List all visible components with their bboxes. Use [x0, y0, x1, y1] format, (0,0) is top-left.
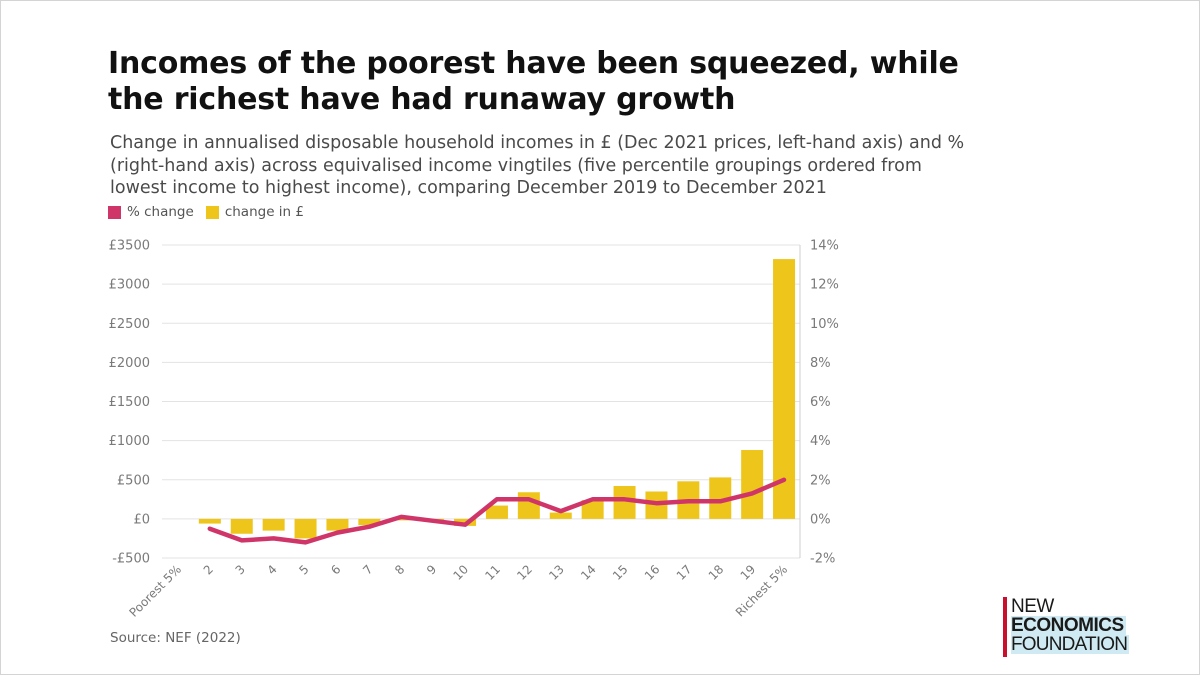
legend-swatch-gbp-change [205, 205, 219, 219]
right-tick-label: -2% [810, 552, 835, 567]
legend-item-pct-change: % change [108, 204, 194, 220]
x-tick-label: 19 [738, 562, 759, 583]
x-tick-label: 2 [201, 562, 216, 577]
bar-13 [549, 512, 572, 519]
x-tick-label: 3 [233, 562, 248, 577]
x-tick-label: 8 [392, 562, 407, 577]
left-tick-label: £0 [133, 512, 150, 527]
left-tick-label: £1500 [109, 395, 150, 410]
left-tick-label: £3000 [109, 278, 150, 293]
x-tick-label: 6 [328, 562, 343, 577]
logo-line-new: NEW [1011, 596, 1054, 617]
right-tick-label: 4% [810, 434, 831, 449]
bar-6 [326, 518, 349, 531]
left-tick-label: £1000 [109, 434, 150, 449]
x-tick-label: 12 [514, 562, 535, 583]
right-tick-label: 10% [810, 317, 839, 332]
x-tick-label: 16 [642, 562, 663, 583]
left-tick-label: £500 [117, 473, 150, 488]
right-tick-label: 12% [810, 278, 839, 293]
legend: % change change in £ [108, 202, 316, 222]
right-tick-label: 6% [810, 395, 831, 410]
nef-logo: NEW ECONOMICS FOUNDATION [1003, 597, 1163, 657]
x-tick-label: Poorest 5% [127, 562, 185, 620]
x-tick-label: 4 [264, 562, 279, 577]
right-tick-label: 0% [810, 512, 831, 527]
legend-swatch-pct-change [108, 205, 121, 219]
logo-bar [1003, 597, 1007, 657]
left-tick-label: £2500 [109, 317, 150, 332]
bar-2 [198, 518, 221, 524]
bar-Richest 5% [773, 259, 796, 519]
left-tick-label: £3500 [109, 239, 150, 254]
legend-label-gbp-change: change in £ [224, 204, 304, 220]
bar-19 [741, 450, 764, 519]
x-tick-label: 13 [546, 562, 567, 583]
source-note: Source: NEF (2022) [110, 630, 241, 646]
right-tick-label: 14% [810, 239, 839, 254]
x-tick-label: 10 [450, 562, 471, 583]
logo-line-economics: ECONOMICS [1011, 615, 1126, 636]
right-tick-label: 2% [810, 473, 831, 488]
right-tick-label: 8% [810, 356, 831, 371]
legend-item-gbp-change: change in £ [205, 204, 304, 220]
bar-3 [230, 518, 253, 534]
bar-4 [262, 518, 285, 531]
left-tick-label: -£500 [112, 552, 150, 567]
chart-subtitle: Change in annualised disposable househol… [110, 133, 965, 198]
legend-label-pct-change: % change [127, 204, 194, 220]
bar-8 [390, 518, 413, 521]
bar-15 [613, 486, 636, 519]
bar-18 [709, 477, 732, 519]
bar-11 [485, 505, 508, 519]
x-tick-label: 7 [360, 562, 375, 577]
x-tick-label: 11 [482, 562, 503, 583]
x-tick-label: 14 [578, 562, 599, 583]
chart-title: Incomes of the poorest have been squeeze… [108, 46, 959, 117]
x-tick-label: 18 [706, 562, 727, 583]
logo-line-foundation: FOUNDATION [1011, 634, 1130, 655]
x-tick-label: 15 [610, 562, 631, 583]
x-tick-label: 9 [424, 562, 439, 577]
bar-7 [358, 518, 381, 526]
bar-5 [294, 518, 317, 539]
x-tick-label: 17 [674, 562, 695, 583]
left-tick-label: £2000 [109, 356, 150, 371]
bar-12 [517, 492, 540, 519]
bar-14 [581, 500, 604, 519]
pct-change-line [207, 477, 787, 545]
x-tick-label: 5 [296, 562, 311, 577]
